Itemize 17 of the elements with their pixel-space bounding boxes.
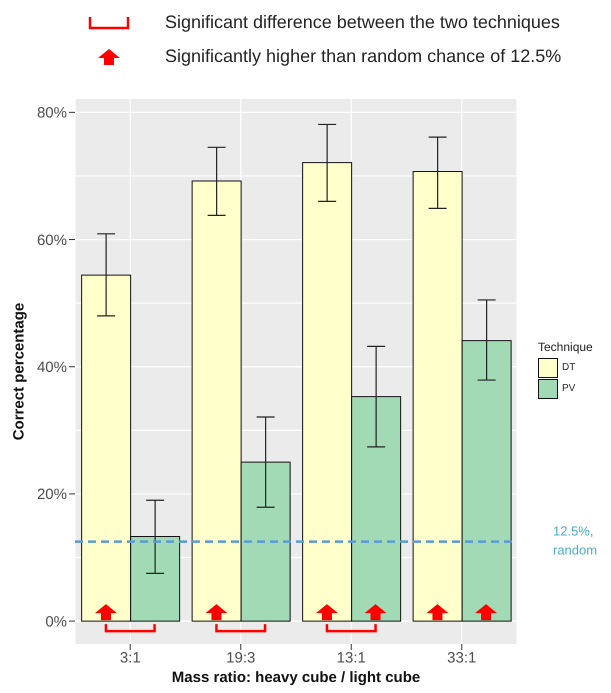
x-tick-label: 13:1 bbox=[336, 650, 366, 667]
text: Significantly higher than random chance of 12.5% bbox=[165, 46, 562, 67]
y-axis-title: Correct percentage bbox=[10, 302, 28, 440]
legend-label: DT bbox=[562, 362, 576, 373]
y-tick-label: 60% bbox=[36, 232, 67, 249]
text: Significant difference between the two techniques bbox=[165, 12, 560, 33]
x-axis-title: Mass ratio: heavy cube / light cube bbox=[172, 669, 420, 686]
x-tick-label: 19:3 bbox=[226, 650, 256, 667]
y-tick-label: 40% bbox=[36, 359, 67, 376]
y-tick-label: 20% bbox=[36, 486, 67, 504]
legend-label: PV bbox=[562, 383, 576, 394]
x-tick-label: 3:1 bbox=[120, 650, 141, 667]
legend-title: Technique bbox=[538, 340, 593, 354]
y-tick-label: 80% bbox=[36, 104, 67, 122]
ref-line-label: 12.5%, random bbox=[553, 524, 598, 558]
y-tick-label: 0% bbox=[45, 613, 67, 630]
x-tick-label: 33:1 bbox=[447, 650, 476, 667]
